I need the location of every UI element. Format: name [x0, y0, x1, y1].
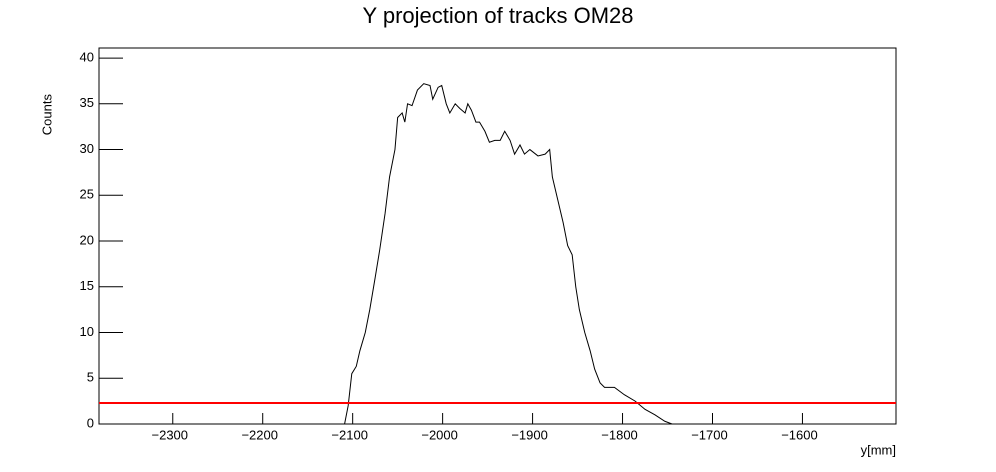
chart-title: Y projection of tracks OM28	[362, 3, 633, 28]
y-tick-label: 25	[80, 187, 94, 202]
y-tick-label: 5	[87, 370, 94, 385]
x-tick-label: −1600	[781, 427, 818, 442]
x-axis-label: y[mm]	[861, 442, 896, 457]
y-tick-label: 20	[80, 232, 94, 247]
y-tick-label: 30	[80, 141, 94, 156]
x-tick-label: −1900	[511, 427, 548, 442]
y-tick-label: 15	[80, 278, 94, 293]
x-tick-label: −2300	[152, 427, 189, 442]
plot-frame	[98, 47, 897, 425]
x-tick-label: −2100	[331, 427, 368, 442]
y-tick-label: 40	[80, 50, 94, 65]
y-tick-label: 0	[87, 415, 94, 430]
y-tick-label: 35	[80, 95, 94, 110]
y-axis-label: Counts	[39, 94, 54, 136]
histogram-line	[344, 83, 673, 425]
x-tick-label: −1700	[691, 427, 728, 442]
x-tick-label: −2000	[421, 427, 458, 442]
y-tick-label: 10	[80, 324, 94, 339]
x-tick-label: −1800	[601, 427, 638, 442]
x-tick-label: −2200	[241, 427, 278, 442]
